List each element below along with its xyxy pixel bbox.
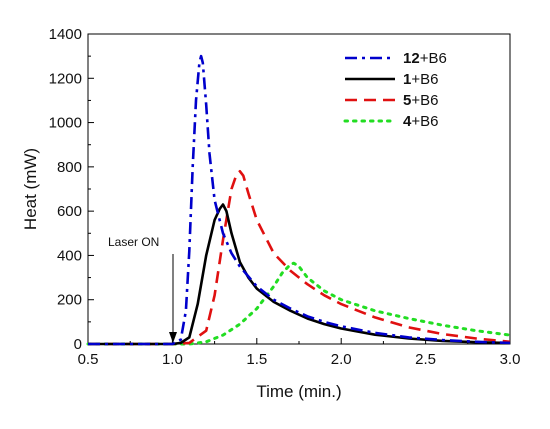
- x-tick-label: 1.0: [162, 351, 183, 368]
- y-tick-label: 1400: [49, 26, 82, 43]
- axis-ticks: 0.5 1.0 1.5 2.0 2.5 3.0 0 200 400 600 800 1000 1200 1…: [49, 26, 521, 368]
- series-line-12: [88, 54, 511, 346]
- x-tick-label: 2.5: [415, 351, 436, 368]
- legend-label-1: 1+B6: [403, 71, 438, 88]
- series-line-1: [88, 203, 511, 346]
- y-tick-label: 0: [74, 336, 82, 353]
- legend: 12+B6 1+B6 5+B6 4+B6: [343, 50, 447, 130]
- series-line-5: [88, 170, 511, 346]
- x-tick-label: 3.0: [500, 351, 521, 368]
- y-tick-label: 400: [57, 247, 82, 264]
- y-tick-label: 1200: [49, 70, 82, 87]
- legend-label-5: 5+B6: [403, 92, 438, 109]
- x-axis-title: Time (min.): [256, 382, 341, 401]
- series-line-4: [86, 261, 512, 346]
- y-tick-label: 600: [57, 203, 82, 220]
- legend-label-12: 12+B6: [403, 50, 447, 67]
- y-tick-label: 200: [57, 292, 82, 309]
- laser-on-label: Laser ON: [108, 235, 159, 249]
- laser-on-arrow-head: [169, 332, 177, 343]
- y-tick-label: 800: [57, 159, 82, 176]
- y-axis-title: Heat (mW): [21, 148, 40, 230]
- y-tick-label: 1000: [49, 115, 82, 132]
- x-tick-label: 1.5: [246, 351, 267, 368]
- series-layer: [86, 54, 512, 346]
- x-tick-label: 0.5: [78, 351, 99, 368]
- laser-on-annotation: Laser ON: [108, 235, 177, 343]
- x-tick-label: 2.0: [331, 351, 352, 368]
- legend-label-4: 4+B6: [403, 113, 438, 130]
- plot-frame: [87, 33, 511, 345]
